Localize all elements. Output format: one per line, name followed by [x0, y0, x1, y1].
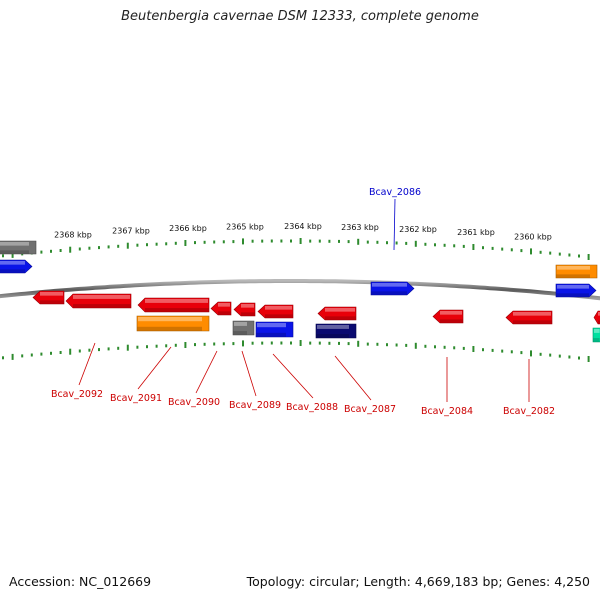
gene-shadow: [598, 320, 600, 324]
gene-shadow: [513, 320, 552, 324]
gene-bcav-2092: [32, 290, 65, 305]
gene-shadow: [256, 332, 286, 337]
gene-shadow: [137, 326, 202, 331]
gene-features: [0, 240, 600, 343]
gene-highlight: [218, 303, 230, 307]
gene-shadow: [218, 311, 231, 315]
accession-text: Accession: NC_012669: [9, 574, 152, 589]
gene-shadow: [0, 269, 25, 273]
gene-label: Bcav_2091: [110, 393, 162, 404]
scale-label: 2361 kbp: [457, 228, 495, 237]
gene-label: Bcav_2090: [168, 397, 220, 408]
gene-highlight: [372, 283, 407, 287]
label-leader: [334, 355, 372, 401]
gene-shadow: [316, 334, 349, 338]
gene-highlight: [234, 322, 247, 326]
gene-highlight: [325, 308, 355, 312]
scale-label: 2364 kbp: [284, 222, 322, 231]
gene-gray-top-left: [0, 240, 37, 255]
label-leader: [137, 346, 172, 390]
gene-orange-top-right: [555, 264, 598, 279]
gene-label: Bcav_2084: [421, 406, 473, 417]
gene-highlight: [594, 329, 600, 333]
gene-shadow: [556, 274, 590, 278]
gene-highlight: [257, 323, 286, 328]
outer-tick-marks: [2, 238, 590, 260]
gene-highlight: [40, 292, 63, 296]
gene-bcav-2088-a: [257, 304, 294, 319]
scale-label: 2366 kbp: [169, 224, 207, 233]
gene-label: Bcav_2092: [51, 389, 103, 400]
gene-bcav-2084: [432, 309, 464, 324]
label-leader: [241, 350, 257, 397]
label-leader: [393, 198, 396, 251]
scale-label: 2363 kbp: [341, 223, 379, 232]
gene-bcav-2086: [370, 281, 415, 296]
gene-bcav-2090-b: [210, 301, 232, 316]
scale-label: 2365 kbp: [226, 222, 264, 231]
gene-highlight: [241, 304, 254, 308]
scale-label: 2367 kbp: [112, 227, 150, 236]
genome-backbone: [0, 279, 600, 301]
gene-highlight: [145, 299, 208, 303]
gene-shadow: [73, 304, 131, 308]
gene-labels: Bcav_2086 Bcav_2092 Bcav_2091 Bcav_2090 Bcav…: [51, 187, 555, 417]
gene-bcav-2082: [505, 310, 553, 325]
inner-tick-marks: [2, 340, 590, 362]
gene-shadow: [241, 312, 255, 316]
gene-bcav-2087-b: [315, 323, 357, 339]
backbone-band: [0, 279, 600, 301]
gene-teal-right-edge: [592, 327, 600, 343]
gene-bcav-2091: [65, 293, 132, 309]
gene-bcav-2088-b: [255, 321, 294, 338]
gene-shadow: [145, 308, 209, 312]
gene-shadow: [265, 314, 293, 318]
gene-shadow: [0, 250, 29, 254]
map-title: Beutenbergia cavernae DSM 12333, complet…: [121, 9, 479, 24]
gene-highlight: [557, 285, 589, 289]
gene-highlight: [317, 325, 349, 329]
scale-label: 2368 kbp: [54, 231, 92, 240]
gene-highlight: [557, 266, 590, 270]
label-leaders: [78, 198, 530, 402]
kbp-scale: 2368 kbp 2367 kbp 2366 kbp 2365 kbp 2364 kbp…: [54, 222, 552, 242]
gene-label: Bcav_2089: [229, 400, 281, 411]
gene-highlight: [440, 311, 462, 315]
gene-shadow: [40, 300, 64, 304]
gene-highlight: [513, 312, 551, 316]
gene-shadow: [325, 316, 356, 320]
scale-label: 2362 kbp: [399, 225, 437, 234]
label-leader: [195, 350, 218, 394]
gene-shadow: [371, 291, 407, 295]
gene-shadow: [233, 331, 247, 335]
scale-label: 2360 kbp: [514, 233, 552, 242]
gene-bcav-2089-b: [232, 320, 255, 336]
gene-highlight: [0, 242, 29, 246]
gene-highlight: [265, 306, 292, 310]
gene-red-right-edge: [593, 310, 600, 325]
gene-orange-inner: [136, 315, 210, 332]
gene-highlight: [598, 312, 600, 316]
gene-blue-top-left: [0, 259, 33, 274]
gene-highlight: [0, 261, 25, 265]
label-leader: [272, 353, 314, 399]
gene-bcav-2087-a: [317, 306, 357, 321]
gene-label: Bcav_2087: [344, 404, 396, 415]
gene-label: Bcav_2086: [369, 187, 421, 198]
gene-label: Bcav_2082: [503, 406, 555, 417]
genome-stats-text: Topology: circular; Length: 4,669,183 bp…: [246, 574, 590, 589]
gene-blue-top-right: [555, 283, 597, 298]
gene-highlight: [138, 317, 202, 322]
gene-bcav-2090-a: [137, 297, 210, 313]
gene-shadow: [593, 338, 600, 342]
gene-bcav-2089-a: [233, 302, 256, 317]
label-leader: [78, 342, 96, 386]
gene-shadow: [440, 319, 463, 323]
gene-shadow: [556, 293, 589, 297]
gene-highlight: [73, 295, 130, 299]
gene-label: Bcav_2088: [286, 402, 338, 413]
